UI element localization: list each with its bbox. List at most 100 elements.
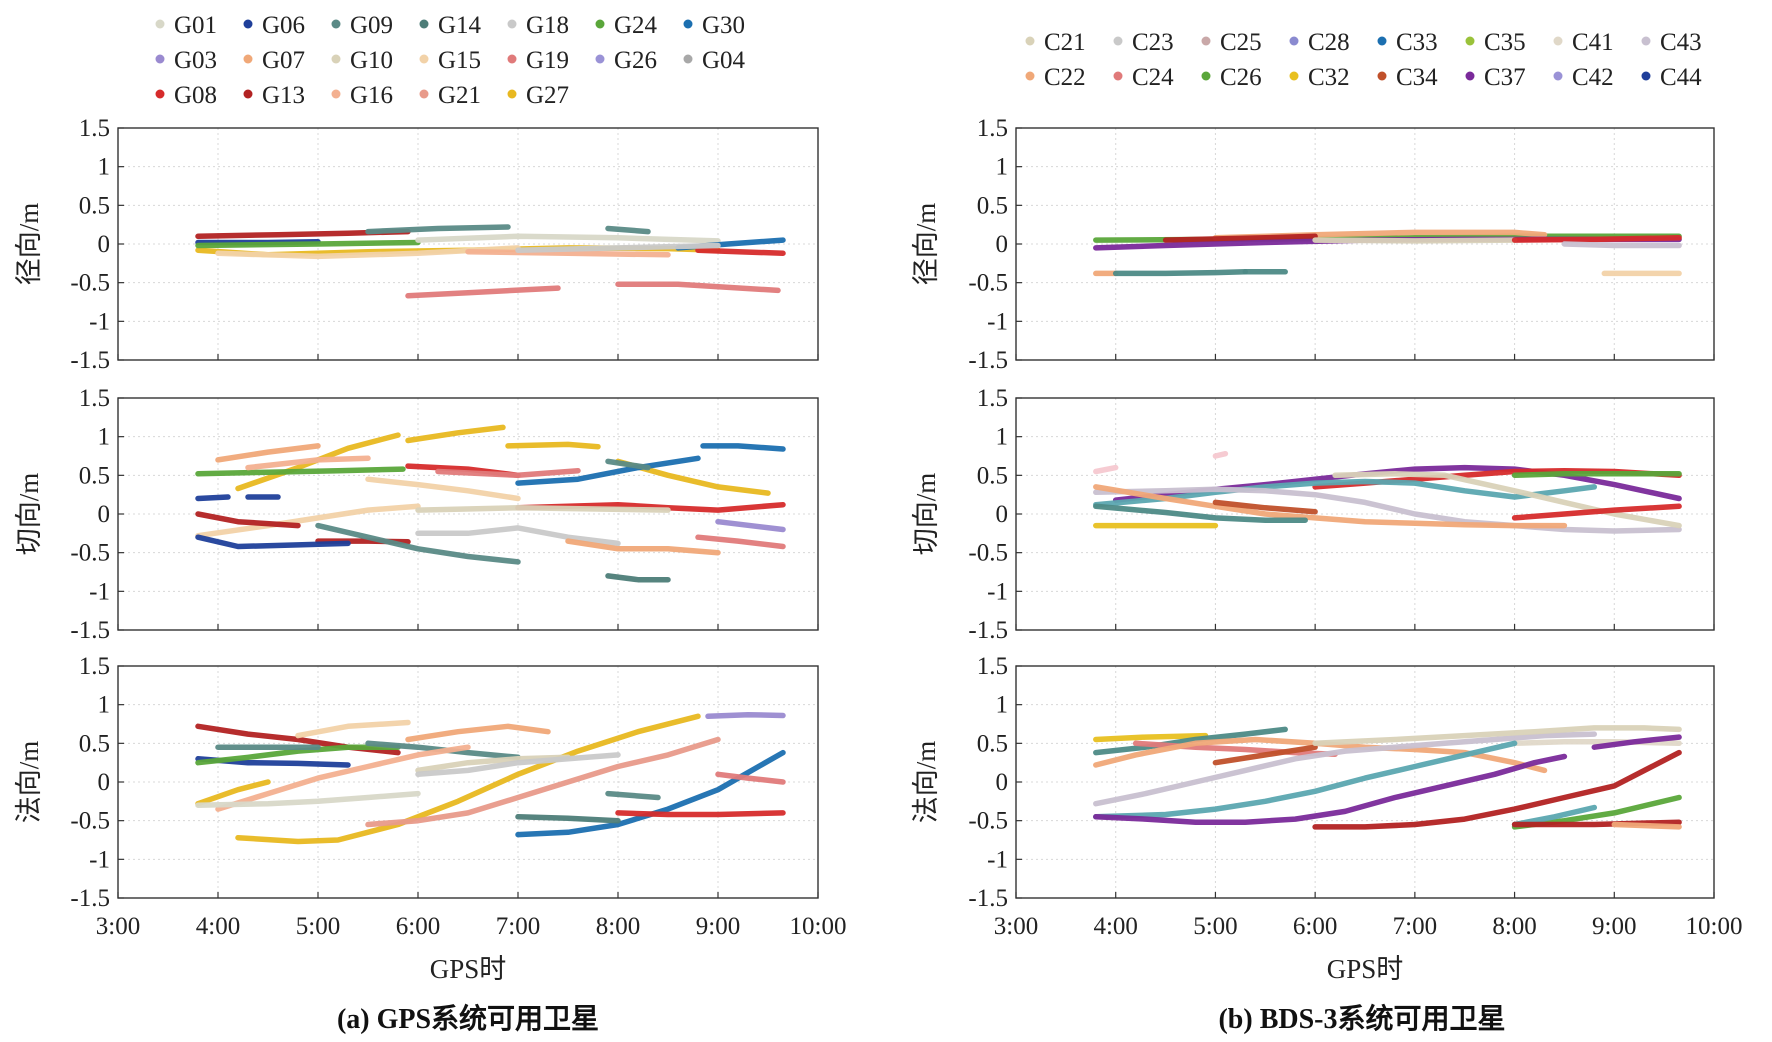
satellite-trace	[515, 814, 621, 824]
satellite-trace	[245, 455, 371, 471]
legend-label: G27	[526, 82, 569, 109]
x-axis-label: GPS时	[1327, 954, 1404, 984]
satellite-trace	[1093, 464, 1119, 475]
satellite-trace	[195, 511, 301, 529]
legend-item: C22	[1025, 64, 1086, 91]
satellite-trace	[365, 476, 521, 502]
legend-item: C41	[1553, 29, 1614, 56]
y-tick-label: -1	[987, 846, 1008, 873]
legend-item: C37	[1465, 64, 1526, 91]
legend-marker	[1641, 36, 1651, 46]
satellite-trace	[605, 225, 651, 235]
y-tick-label: 0	[996, 231, 1009, 258]
satellite-trace	[1561, 241, 1682, 249]
panel-caption: (b) BDS-3系统可用卫星	[1218, 1002, 1505, 1035]
y-tick-label: 1.5	[977, 653, 1008, 680]
legend-label: G01	[174, 12, 217, 39]
legend-marker	[331, 54, 341, 64]
x-tick-label: 3:00	[994, 913, 1038, 940]
x-tick-label: 7:00	[1393, 913, 1437, 940]
legend-item: G19	[507, 47, 569, 74]
y-tick-label: 0.5	[79, 462, 110, 489]
y-axis-label: 法向/m	[14, 741, 44, 824]
legend-label: G10	[350, 47, 393, 74]
legend-item: G14	[419, 12, 482, 39]
y-tick-label: 1	[98, 692, 111, 719]
legend: G01 G06 G09 G14 G18 G24 G30 G03 G07 G10 G15 G19 G26 G…	[155, 12, 746, 109]
legend-marker	[243, 19, 253, 29]
legend-marker	[1465, 71, 1475, 81]
satellite-trace	[215, 443, 321, 463]
satellite-trace	[695, 247, 786, 257]
legend-marker	[419, 89, 429, 99]
y-tick-label: -1.5	[968, 885, 1008, 912]
legend-marker	[1377, 36, 1387, 46]
legend-item: G18	[507, 12, 569, 39]
legend-label: C24	[1132, 64, 1174, 91]
legend-item: C35	[1465, 29, 1526, 56]
legend-marker	[419, 19, 429, 29]
legend-marker	[507, 54, 517, 64]
x-tick-label: 5:00	[1193, 913, 1237, 940]
y-tick-label: 0	[98, 501, 111, 528]
legend-item: G24	[595, 12, 658, 39]
legend-label: C42	[1572, 64, 1614, 91]
series-group	[1093, 450, 1682, 534]
subplot-2: 1.5 1 0.5 0 -0.5 -1 -1.5 切向/m	[14, 385, 819, 644]
subplot-1: 1.5 1 0.5 0 -0.5 -1 -1.5 径向/m	[14, 115, 819, 374]
y-tick-label: -1	[89, 578, 110, 605]
legend-item: C26	[1201, 64, 1262, 91]
legend-label: C33	[1396, 29, 1438, 56]
y-tick-label: 0	[996, 769, 1009, 796]
legend-item: G08	[155, 82, 217, 109]
y-tick-label: 1.5	[977, 115, 1008, 142]
x-tick-label: 9:00	[696, 913, 740, 940]
series-group	[1093, 229, 1682, 277]
legend-marker	[419, 54, 429, 64]
legend-label: G26	[614, 47, 657, 74]
legend-item: G21	[419, 82, 481, 109]
legend-item: C34	[1377, 64, 1438, 91]
satellite-trace	[415, 525, 621, 547]
satellite-trace	[195, 534, 351, 550]
legend-marker	[1201, 36, 1211, 46]
satellite-trace	[415, 505, 671, 513]
legend-marker	[1553, 36, 1563, 46]
y-tick-label: -1.5	[968, 617, 1008, 644]
satellite-trace	[1312, 237, 1518, 244]
satellite-trace	[705, 711, 786, 720]
legend-label: C22	[1044, 64, 1086, 91]
y-tick-label: 0	[996, 501, 1009, 528]
legend-label: G16	[350, 82, 393, 109]
legend-label: C23	[1132, 29, 1174, 56]
satellite-trace	[1162, 233, 1318, 243]
y-tick-label: 1.5	[79, 653, 110, 680]
legend-marker	[1113, 36, 1123, 46]
satellite-trace	[615, 281, 781, 294]
legend-label: G19	[526, 47, 569, 74]
satellite-trace	[565, 538, 721, 556]
legend-item: G26	[595, 47, 657, 74]
x-tick-label: 10:00	[1686, 913, 1743, 940]
legend-label: C32	[1308, 64, 1350, 91]
y-axis-label: 径向/m	[911, 203, 941, 286]
satellite-trace	[195, 744, 401, 766]
satellite-trace	[1312, 749, 1682, 830]
x-tick-label: 7:00	[496, 913, 540, 940]
legend-item: G04	[683, 47, 746, 74]
satellite-trace	[1093, 732, 1209, 743]
legend-item: C42	[1553, 64, 1614, 91]
legend-label: C21	[1044, 29, 1086, 56]
satellite-trace	[615, 810, 786, 818]
legend-marker	[1641, 71, 1651, 81]
y-tick-label: -0.5	[70, 540, 110, 567]
y-tick-label: 1	[98, 424, 111, 451]
satellite-trace	[515, 455, 701, 486]
series-group	[195, 711, 786, 845]
satellite-trace	[1093, 503, 1308, 523]
series-group	[195, 424, 786, 583]
y-tick-label: 1.5	[79, 115, 110, 142]
plot-frame	[1015, 665, 1715, 899]
satellite-trace	[1212, 744, 1318, 766]
